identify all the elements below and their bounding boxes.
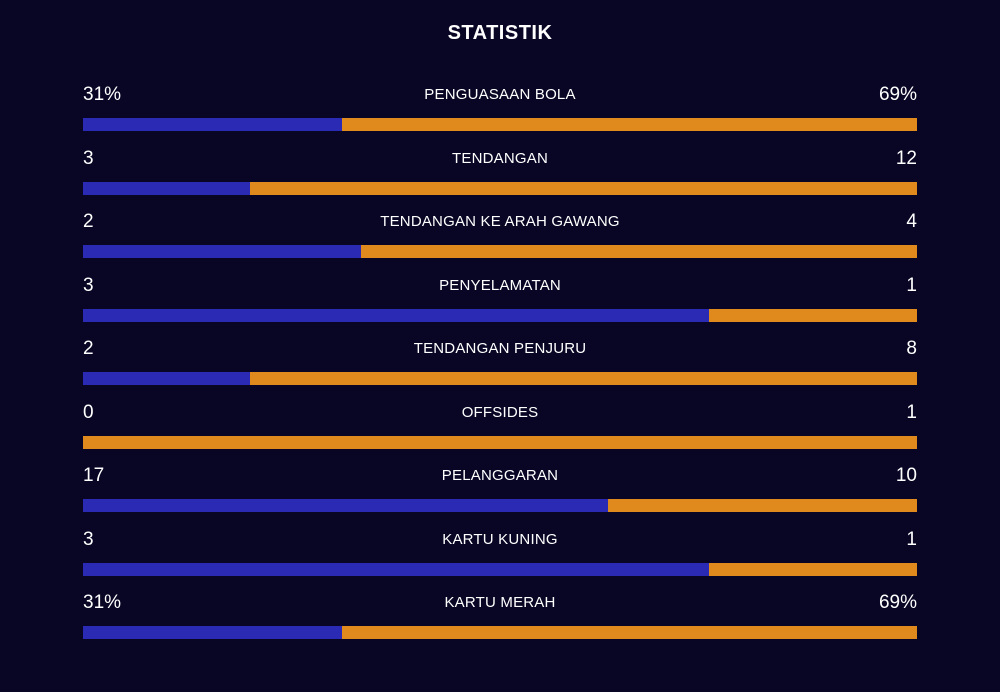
away-bar-fill — [249, 372, 917, 385]
comparison-bar — [83, 308, 917, 322]
away-bar-fill — [708, 308, 917, 322]
away-bar-fill — [708, 562, 917, 576]
away-value: 12 — [895, 147, 917, 169]
home-value: 2 — [83, 211, 94, 232]
stat-row: 0 OFFSIDES 1 — [83, 401, 917, 451]
stat-label: TENDANGAN KE ARAH GAWANG — [380, 213, 620, 230]
away-bar-fill — [341, 626, 917, 639]
comparison-bar — [83, 181, 917, 195]
away-value: 8 — [906, 338, 917, 359]
home-value: 2 — [83, 338, 94, 359]
comparison-bar — [83, 435, 917, 449]
home-value: 3 — [83, 274, 94, 296]
home-bar-fill — [83, 118, 342, 131]
away-bar-fill — [341, 118, 917, 131]
home-value: 17 — [83, 465, 105, 486]
comparison-bar — [83, 118, 917, 131]
comparison-bar — [83, 499, 917, 512]
away-value: 69% — [878, 592, 917, 613]
comparison-bar — [83, 562, 917, 576]
stat-label: TENDANGAN PENJURU — [413, 340, 587, 357]
home-value: 3 — [83, 528, 94, 550]
home-bar-fill — [83, 245, 361, 258]
stat-row: 31% KARTU MERAH 69% — [83, 591, 917, 641]
stat-row: 17 PELANGGARAN 10 — [83, 464, 917, 514]
home-value: 0 — [83, 401, 94, 423]
comparison-bar — [83, 245, 917, 258]
away-value: 1 — [906, 401, 917, 423]
comparison-bar — [83, 626, 917, 639]
home-value: 3 — [83, 147, 94, 169]
away-value: 1 — [906, 528, 917, 550]
stat-row: 3 PENYELAMATAN 1 — [83, 274, 917, 324]
away-value: 4 — [906, 211, 917, 232]
stat-row: 2 TENDANGAN KE ARAH GAWANG 4 — [83, 210, 917, 260]
home-bar-fill — [83, 499, 609, 512]
away-bar-fill — [360, 245, 917, 258]
away-value: 69% — [878, 84, 917, 105]
stat-row: 3 TENDANGAN 12 — [83, 147, 917, 197]
home-bar-fill — [83, 372, 250, 385]
stat-label: TENDANGAN — [452, 149, 548, 167]
stat-label: PENGUASAAN BOLA — [424, 86, 576, 103]
home-bar-fill — [83, 626, 342, 639]
home-bar-fill — [83, 562, 709, 576]
stat-label: OFFSIDES — [461, 403, 539, 421]
stat-label: KARTU KUNING — [442, 530, 558, 548]
comparison-bar — [83, 372, 917, 385]
away-bar-fill — [249, 181, 917, 195]
stat-row: 2 TENDANGAN PENJURU 8 — [83, 337, 917, 387]
away-value: 10 — [895, 465, 917, 486]
stat-row: 3 KARTU KUNING 1 — [83, 528, 917, 578]
home-value: 31% — [83, 84, 122, 105]
home-value: 31% — [83, 592, 122, 613]
stat-label: PENYELAMATAN — [439, 276, 561, 294]
stat-row: 31% PENGUASAAN BOLA 69% — [83, 83, 917, 133]
stat-label: KARTU MERAH — [444, 594, 556, 611]
away-value: 1 — [906, 274, 917, 296]
home-bar-fill — [83, 308, 709, 322]
away-bar-fill — [83, 435, 917, 449]
panel-title: STATISTIK — [447, 22, 553, 44]
stat-label: PELANGGARAN — [441, 467, 559, 484]
away-bar-fill — [608, 499, 917, 512]
home-bar-fill — [83, 181, 250, 195]
